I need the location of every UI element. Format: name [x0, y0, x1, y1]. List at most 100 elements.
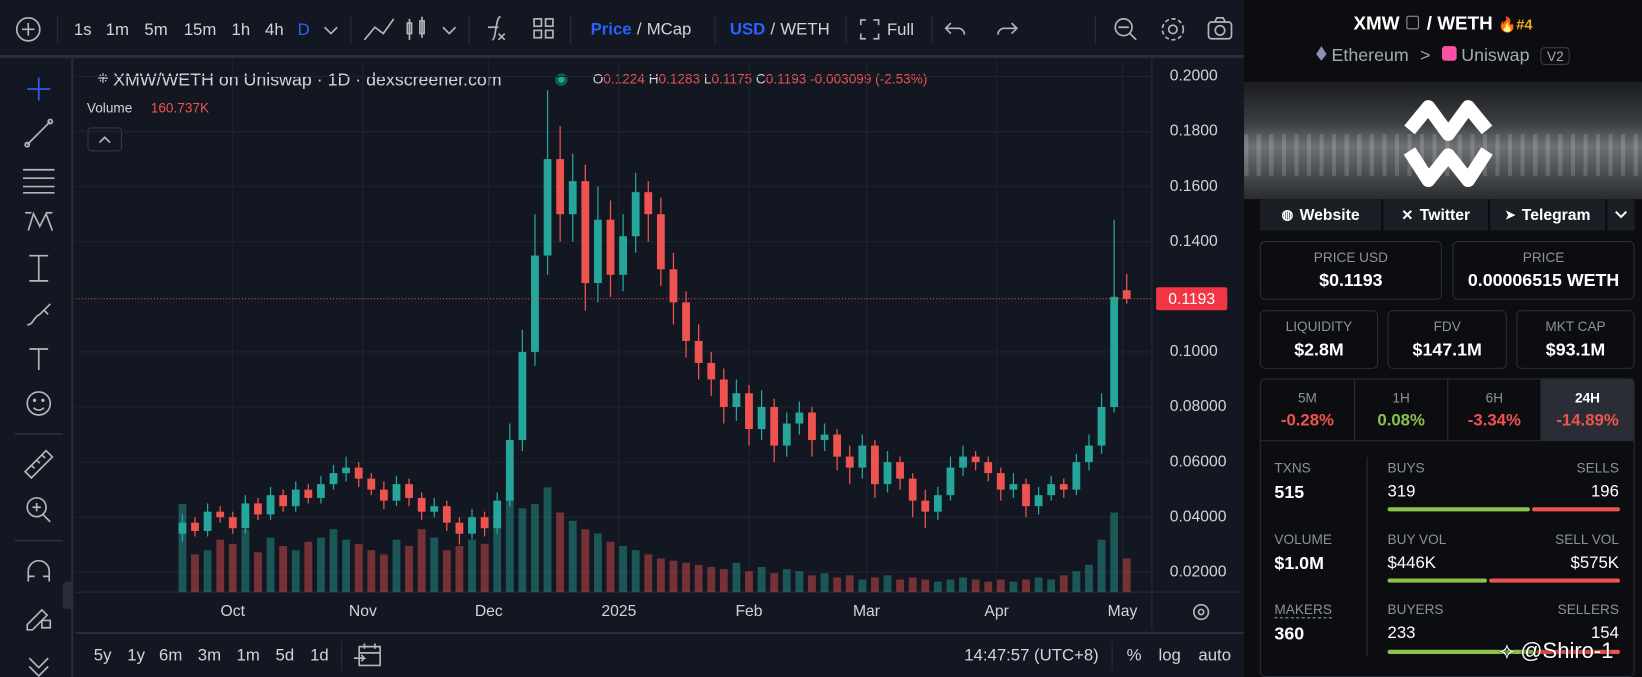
- last-price-tag: [1156, 287, 1228, 311]
- candle-body: [606, 219, 615, 275]
- range[interactable]: 1y: [127, 645, 145, 664]
- change-tab[interactable]: 1H 0.08%: [1355, 379, 1449, 441]
- interval-active[interactable]: D: [298, 20, 310, 39]
- dex[interactable]: Uniswap: [1461, 45, 1530, 65]
- interval[interactable]: 5m: [144, 20, 167, 39]
- rank-value: #4: [1516, 15, 1533, 33]
- change-tab[interactable]: 6H -3.34%: [1448, 379, 1542, 441]
- candle-body: [556, 159, 565, 215]
- link-label: Website: [1299, 205, 1360, 224]
- interval[interactable]: 4h: [265, 20, 284, 39]
- volume-bar: [594, 533, 602, 593]
- volume-bar: [845, 575, 854, 593]
- telegram-icon: ➤: [1504, 207, 1516, 223]
- volume-bar: [820, 573, 829, 593]
- fullscreen[interactable]: Full: [887, 20, 914, 39]
- volume-bar: [291, 550, 300, 593]
- stat-value: $147.1M: [1412, 339, 1482, 360]
- volume-bar: [317, 537, 325, 593]
- change-value: -0.003099: [810, 71, 871, 86]
- candle-body: [1022, 484, 1030, 507]
- interval[interactable]: 15m: [184, 20, 217, 39]
- settings-icon[interactable]: [1192, 603, 1210, 621]
- volume-bar: [644, 554, 653, 593]
- low-label: L: [704, 71, 712, 86]
- interval[interactable]: 1m: [106, 20, 129, 39]
- volume-bar: [619, 546, 627, 593]
- range[interactable]: 1d: [310, 645, 329, 664]
- range[interactable]: 1m: [237, 645, 260, 664]
- top-toolbar: [0, 0, 1245, 57]
- volume-bar: [606, 541, 615, 593]
- candle-body: [996, 473, 1005, 490]
- telegram-link[interactable]: ➤ Telegram: [1490, 199, 1606, 231]
- price-option[interactable]: Price: [591, 20, 632, 39]
- volume-bar: [367, 550, 376, 593]
- candle-body: [732, 393, 741, 408]
- stat-value: $2.8M: [1294, 339, 1344, 360]
- base-token: XMW: [1353, 12, 1400, 34]
- candle-body: [594, 219, 602, 284]
- drawing-tools[interactable]: [14, 77, 63, 677]
- volume-bar: [304, 541, 313, 593]
- candle-body: [1110, 296, 1119, 408]
- currency-toggle[interactable]: USD / WETH: [730, 20, 830, 39]
- candle-body: [417, 497, 426, 512]
- candle-body: [631, 192, 640, 237]
- candle-body: [1072, 462, 1081, 490]
- volume-bar: [971, 579, 980, 593]
- candle-body: [883, 462, 892, 485]
- volume-value: 160.737K: [151, 101, 209, 116]
- volume-bar: [241, 529, 250, 593]
- volume-bar: [279, 546, 288, 593]
- chain[interactable]: Ethereum: [1331, 45, 1409, 65]
- candle-body: [782, 423, 791, 446]
- txns-label: TXNS: [1274, 460, 1311, 476]
- volume-bar: [1122, 558, 1131, 593]
- range[interactable]: 3m: [198, 645, 221, 664]
- volume-bar: [543, 487, 552, 593]
- log-scale[interactable]: log: [1159, 645, 1181, 664]
- price-toggle[interactable]: Price / MCap: [591, 20, 692, 39]
- candle-body: [619, 236, 627, 275]
- volume-bar: [883, 575, 892, 593]
- candle-body: [908, 478, 917, 501]
- collapse-handle[interactable]: [62, 581, 74, 609]
- buy-vol-value: $446K: [1387, 554, 1436, 573]
- range[interactable]: 6m: [159, 645, 182, 664]
- candle-body: [808, 412, 816, 441]
- candle-body: [392, 484, 401, 501]
- change-percent: (-2.53%): [875, 71, 927, 86]
- more-links[interactable]: [1607, 199, 1635, 231]
- volume-bar: [568, 520, 577, 593]
- candle-body: [933, 495, 942, 512]
- volume-bar: [518, 508, 527, 593]
- twitter-link[interactable]: ✕ Twitter: [1383, 199, 1489, 231]
- usd-option[interactable]: USD: [730, 20, 765, 39]
- change-tab-active[interactable]: 24H -14.89%: [1541, 379, 1634, 441]
- candle-body: [971, 456, 980, 463]
- status-dot-core: [558, 76, 565, 83]
- goto-date[interactable]: [353, 643, 381, 667]
- website-link[interactable]: ◍ Website: [1259, 199, 1382, 231]
- range[interactable]: 5d: [276, 645, 295, 664]
- change-tab[interactable]: 5M -0.28%: [1261, 379, 1356, 441]
- mcap-option[interactable]: MCap: [647, 20, 692, 39]
- low-value: 0.1175: [712, 71, 753, 86]
- copy-icon[interactable]: [1406, 15, 1420, 30]
- buyers-bar: [1387, 649, 1535, 654]
- interval[interactable]: 1h: [232, 20, 251, 39]
- interval[interactable]: 1s: [74, 20, 92, 39]
- ethereum-icon: [1316, 46, 1327, 61]
- stat-value: 0.00006515 WETH: [1467, 270, 1620, 291]
- collapse-legend[interactable]: [87, 127, 122, 152]
- volume-bar: [1009, 581, 1018, 593]
- chevron: [1615, 210, 1628, 219]
- tab-label: 24H: [1575, 389, 1601, 406]
- x-tick-label: Apr: [984, 603, 1008, 620]
- weth-option[interactable]: WETH: [780, 20, 829, 39]
- range[interactable]: 5y: [94, 645, 112, 664]
- auto-scale[interactable]: auto: [1198, 645, 1231, 664]
- percent-scale[interactable]: %: [1127, 645, 1142, 664]
